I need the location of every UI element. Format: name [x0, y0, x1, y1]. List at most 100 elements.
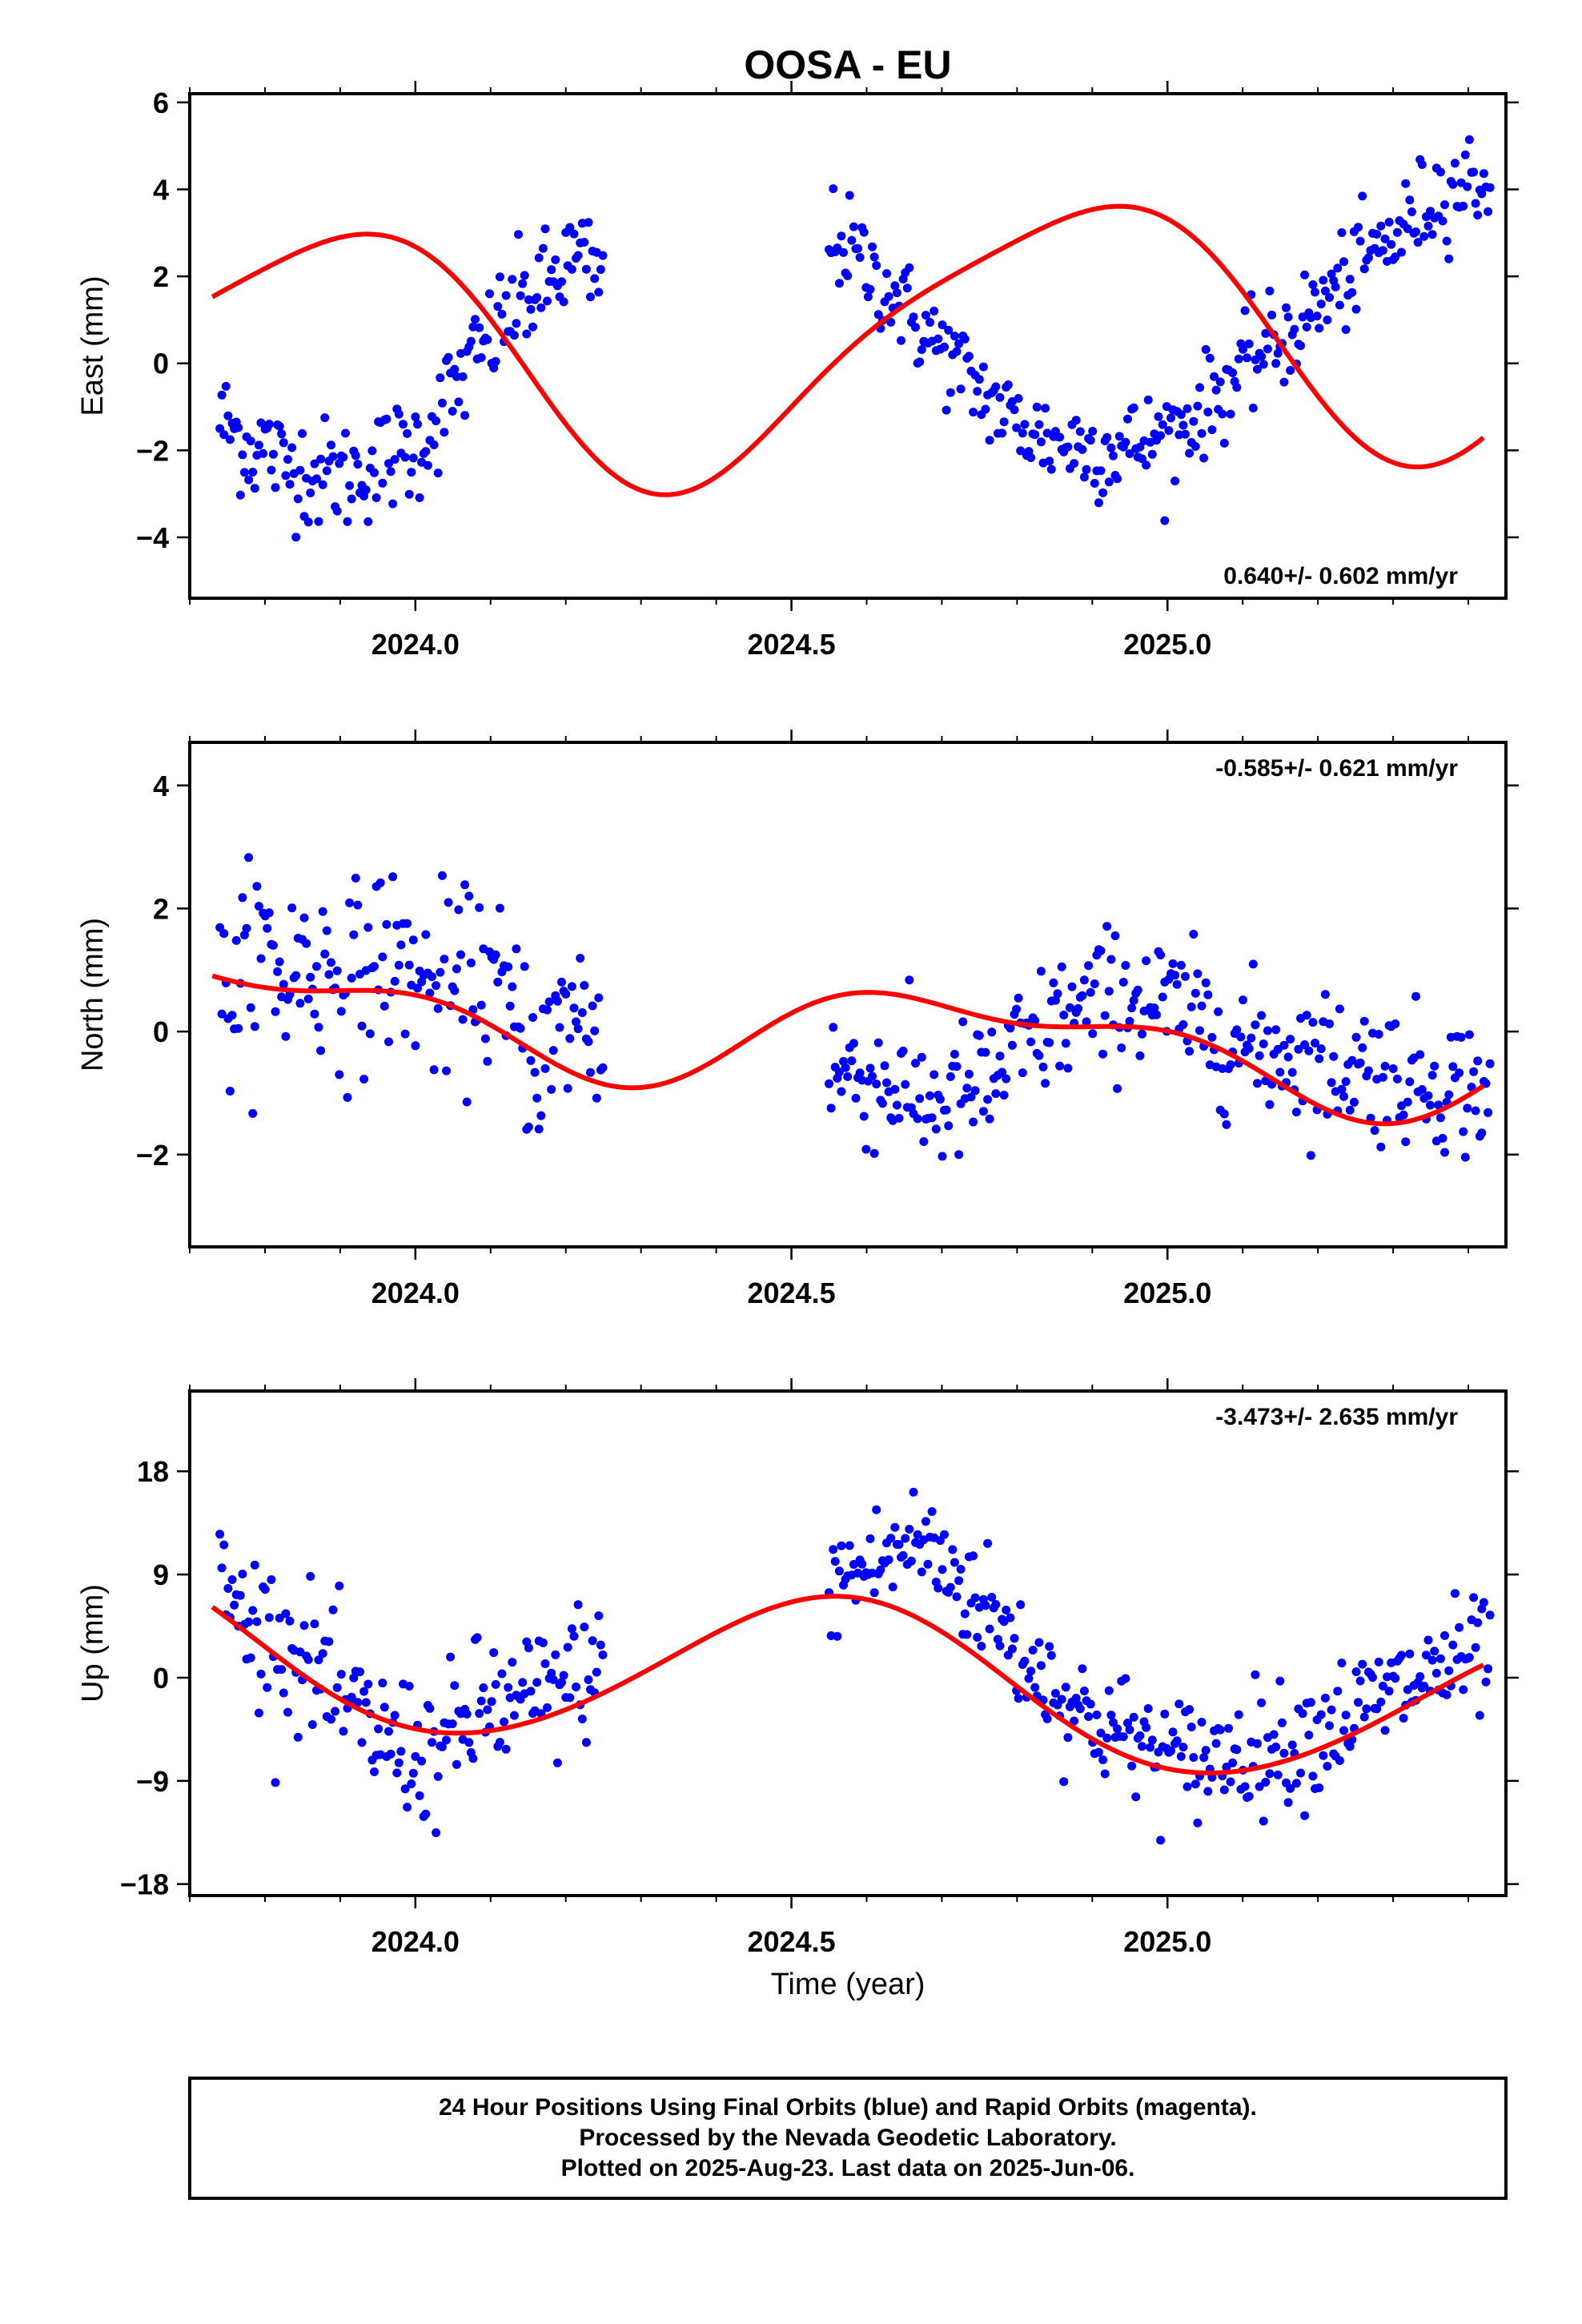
data-point — [1207, 425, 1217, 435]
data-point — [1430, 1061, 1439, 1071]
y-tick-label: 4 — [153, 770, 169, 802]
data-point — [1339, 1092, 1348, 1101]
x-tick-label: 2024.0 — [371, 628, 460, 661]
data-point — [476, 353, 486, 362]
data-point — [462, 1097, 472, 1107]
data-point — [1459, 1127, 1468, 1136]
data-point — [1118, 978, 1128, 987]
data-point — [1214, 1007, 1223, 1016]
data-point — [361, 1698, 371, 1707]
data-point — [973, 387, 982, 396]
data-point — [219, 430, 229, 440]
data-point — [1133, 985, 1142, 995]
data-point — [225, 435, 235, 444]
data-point — [1063, 1063, 1073, 1073]
data-point — [580, 1622, 589, 1632]
data-point — [942, 1105, 951, 1115]
data-point — [396, 1747, 406, 1756]
data-point — [1106, 955, 1116, 964]
data-point — [428, 972, 436, 982]
data-point — [1156, 431, 1166, 440]
data-point — [1176, 960, 1186, 970]
data-point — [508, 1658, 517, 1667]
data-point — [1199, 453, 1209, 463]
data-point — [552, 996, 562, 1006]
data-point — [956, 384, 966, 394]
data-point — [898, 1550, 908, 1560]
data-point — [845, 191, 854, 200]
data-point — [843, 1072, 853, 1081]
panels-group: 2024.0 2024.5 2025.0 −4 −2 0 2 4 6 East (mm) 0.640… — [76, 81, 1519, 1958]
data-point — [944, 325, 954, 335]
data-point — [1337, 1659, 1347, 1668]
data-point — [962, 1630, 972, 1639]
data-point — [952, 1592, 962, 1602]
data-point — [283, 1707, 292, 1717]
data-point — [1355, 236, 1365, 246]
data-point — [476, 1696, 486, 1706]
data-point — [869, 252, 879, 262]
data-point — [1251, 1020, 1260, 1030]
data-point — [268, 449, 278, 459]
data-point — [322, 926, 331, 935]
data-point — [1397, 247, 1406, 257]
data-point — [1477, 1128, 1487, 1138]
data-point — [246, 1653, 255, 1663]
data-point — [1170, 476, 1180, 486]
data-point — [584, 218, 593, 227]
data-point — [1006, 1613, 1015, 1622]
data-point — [432, 981, 441, 991]
data-point — [1088, 427, 1098, 436]
data-point — [1323, 1762, 1332, 1771]
data-point — [1129, 1712, 1138, 1722]
data-point — [1086, 987, 1095, 997]
data-point — [849, 1560, 858, 1569]
data-point — [1110, 931, 1120, 940]
data-point — [1417, 160, 1427, 169]
data-point — [1427, 1071, 1437, 1080]
data-point — [320, 413, 330, 423]
data-point — [897, 336, 905, 345]
data-point — [1456, 1032, 1466, 1042]
data-point — [437, 398, 447, 408]
data-point — [1222, 1120, 1231, 1129]
data-point — [969, 1551, 978, 1561]
data-point — [388, 872, 398, 882]
data-point — [400, 452, 410, 462]
data-point — [876, 1565, 885, 1574]
data-point — [252, 882, 262, 891]
data-points — [215, 135, 1495, 542]
data-point — [1239, 344, 1247, 354]
data-point — [927, 1507, 937, 1516]
data-point — [590, 1026, 600, 1035]
data-point — [872, 1505, 881, 1514]
data-point — [1273, 348, 1283, 358]
data-points — [215, 853, 1495, 1162]
data-point — [1053, 989, 1062, 999]
data-point — [520, 962, 529, 971]
data-point — [1236, 1032, 1246, 1042]
data-point — [1448, 179, 1458, 189]
data-point — [1191, 988, 1200, 998]
data-point — [1045, 1038, 1054, 1047]
data-point — [277, 1665, 287, 1675]
y-tick-label: 0 — [153, 1015, 169, 1048]
data-point — [594, 287, 604, 297]
data-point — [1401, 179, 1411, 188]
data-point — [1152, 1010, 1161, 1019]
data-point — [1059, 1011, 1069, 1019]
data-point — [1100, 1769, 1110, 1779]
data-point — [336, 1670, 346, 1679]
data-point — [1018, 1068, 1027, 1078]
data-point — [1384, 217, 1394, 227]
data-point — [991, 382, 1001, 392]
data-point — [559, 297, 568, 307]
data-point — [1002, 1606, 1011, 1614]
data-point — [238, 450, 247, 460]
data-point — [1391, 1674, 1400, 1683]
data-point — [1055, 1061, 1065, 1071]
data-point — [353, 900, 363, 910]
data-point — [302, 939, 311, 948]
data-point — [917, 1567, 926, 1577]
data-point — [1063, 442, 1073, 452]
